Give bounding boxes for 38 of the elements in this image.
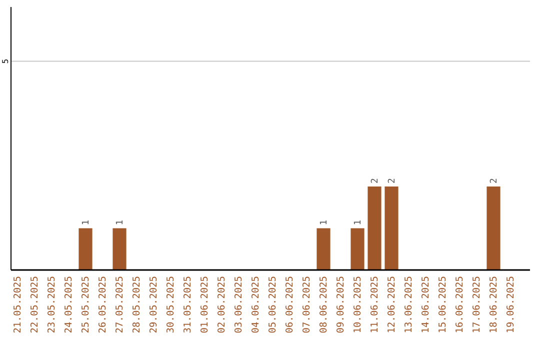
x-tick-label: 17.06.2025	[472, 276, 482, 334]
data-label: 2	[388, 178, 398, 184]
data-label: 1	[320, 220, 330, 226]
x-tick-label: 27.05.2025	[114, 276, 126, 334]
x-tick-label: 12.06.2025	[386, 276, 398, 334]
x-tick-label: 06.06.2025	[284, 276, 296, 334]
x-tick-label: 03.06.2025	[234, 276, 244, 334]
x-tick-label: 21.05.2025	[12, 276, 24, 334]
x-tick-label: 02.06.2025	[216, 276, 228, 334]
x-tick-label: 13.06.2025	[404, 276, 414, 334]
x-tick-label: 30.05.2025	[166, 276, 176, 334]
x-tick-label: 15.06.2025	[438, 276, 448, 334]
x-tick-label: 04.06.2025	[250, 276, 262, 334]
x-tick-label: 25.05.2025	[80, 276, 92, 334]
x-tick-label: 07.06.2025	[302, 276, 312, 334]
x-tick-label: 16.06.2025	[454, 276, 466, 334]
data-label: 1	[354, 220, 364, 226]
x-tick-label: 01.06.2025	[200, 276, 210, 334]
x-tick-label: 31.05.2025	[182, 276, 194, 334]
data-label: 1	[82, 220, 92, 226]
data-label: 2	[490, 178, 500, 184]
x-tick-label: 28.05.2025	[132, 276, 142, 334]
x-tick-label: 23.05.2025	[46, 276, 58, 334]
x-tick-label: 10.06.2025	[352, 276, 364, 334]
data-label: 1	[116, 220, 126, 226]
x-tick-label: 19.06.2025	[506, 276, 516, 334]
y-tick-label: 5	[1, 58, 10, 64]
x-tick-label: 26.05.2025	[98, 276, 108, 334]
x-tick-label: 24.05.2025	[64, 276, 74, 334]
data-label: 2	[370, 178, 380, 184]
x-tick-label: 11.06.2025	[370, 276, 380, 334]
x-tick-label: 05.06.2025	[268, 276, 278, 334]
x-tick-label: 08.06.2025	[318, 276, 330, 334]
x-tick-label: 22.05.2025	[30, 276, 40, 334]
x-tick-label: 29.05.2025	[148, 276, 160, 334]
x-tick-label: 18.06.2025	[488, 276, 500, 334]
x-tick-label: 09.06.2025	[336, 276, 346, 334]
x-tick-label: 14.06.2025	[420, 276, 432, 334]
